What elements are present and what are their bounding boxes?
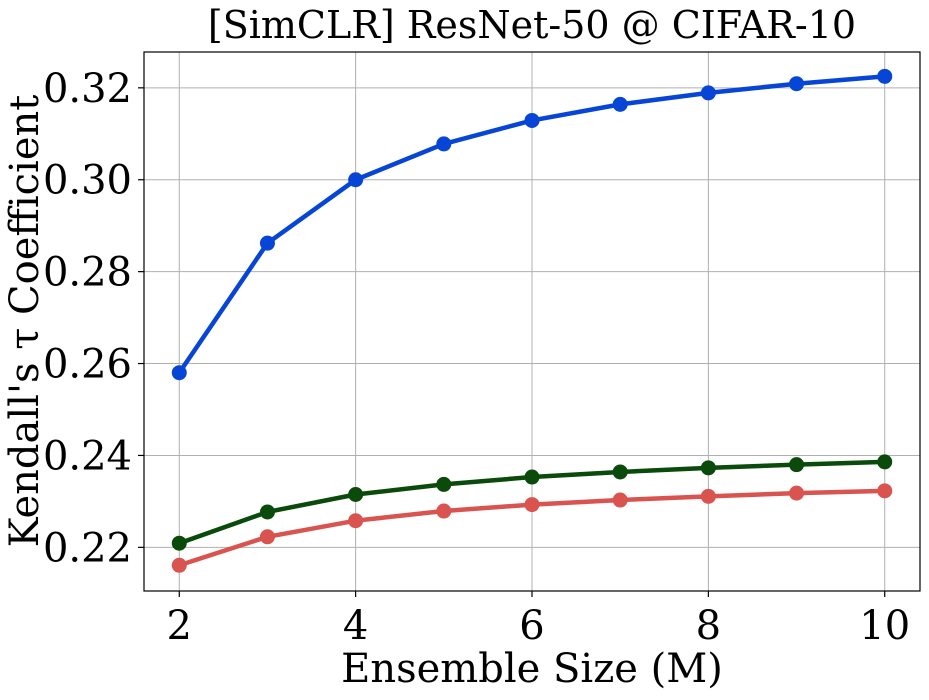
- series-dark-green: [171, 454, 893, 551]
- data-point-dark-green: [171, 535, 187, 551]
- data-point-blue: [612, 96, 628, 112]
- data-point-red: [877, 483, 893, 499]
- data-point-dark-green: [612, 464, 628, 480]
- series-red: [171, 483, 893, 573]
- y-tick-label: 0.30: [43, 158, 132, 204]
- x-axis-label: Ensemble Size (M): [341, 646, 723, 692]
- data-point-blue: [348, 172, 364, 188]
- x-tick-label: 4: [343, 603, 368, 649]
- data-point-red: [789, 485, 805, 501]
- y-tick-label: 0.26: [43, 342, 132, 388]
- data-point-blue: [700, 85, 716, 101]
- x-tick-label: 8: [696, 603, 721, 649]
- data-point-red: [348, 513, 364, 529]
- y-tick-label: 0.28: [43, 250, 132, 296]
- data-point-red: [700, 488, 716, 504]
- x-tick-label: 6: [519, 603, 544, 649]
- series-layer: [171, 68, 893, 573]
- x-tick-label: 10: [859, 603, 910, 649]
- data-point-dark-green: [524, 469, 540, 485]
- ticks: 2 4 6 8 10 0.22 0.24 0.26 0.28 0.30 0.32: [43, 66, 910, 649]
- data-point-red: [259, 529, 275, 545]
- data-point-red: [524, 497, 540, 513]
- data-point-blue: [259, 235, 275, 251]
- chart-title: [SimCLR] ResNet-50 @ CIFAR-10: [208, 3, 856, 47]
- data-point-blue: [171, 365, 187, 381]
- data-point-red: [612, 492, 628, 508]
- data-point-dark-green: [259, 504, 275, 520]
- y-tick-label: 0.24: [43, 433, 132, 479]
- y-axis-label: Kendall's τ Coefficient: [2, 95, 48, 548]
- data-point-blue: [789, 76, 805, 92]
- data-point-dark-green: [436, 476, 452, 492]
- grid: [144, 52, 920, 591]
- data-point-red: [436, 503, 452, 519]
- data-point-red: [171, 557, 187, 573]
- x-tick-label: 2: [167, 603, 192, 649]
- y-tick-label: 0.22: [43, 525, 132, 571]
- data-point-blue: [877, 68, 893, 84]
- data-point-blue: [524, 112, 540, 128]
- data-point-dark-green: [700, 460, 716, 476]
- y-tick-label: 0.32: [43, 66, 132, 112]
- data-point-dark-green: [877, 454, 893, 470]
- data-point-dark-green: [789, 457, 805, 473]
- series-blue: [171, 68, 893, 381]
- data-point-blue: [436, 136, 452, 152]
- data-point-dark-green: [348, 487, 364, 503]
